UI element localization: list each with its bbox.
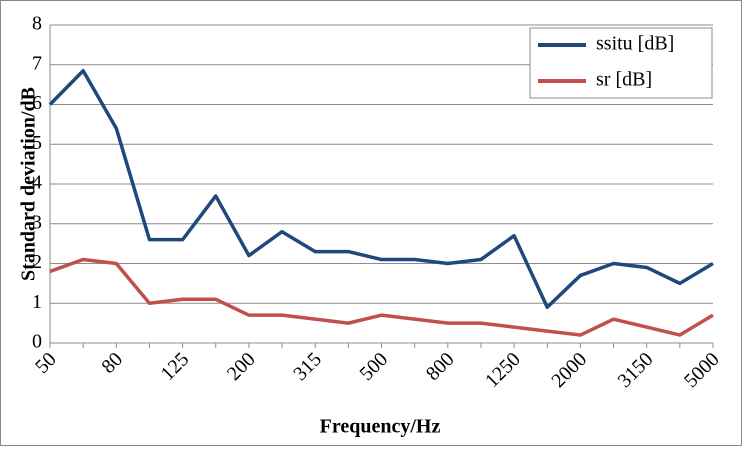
y-tick-label: 2 xyxy=(32,251,42,273)
legend-box xyxy=(529,27,713,99)
series-line xyxy=(48,68,714,309)
y-tick-label: 4 xyxy=(32,172,42,194)
y-tick-label: 0 xyxy=(32,331,42,353)
y-tick-label: 1 xyxy=(32,291,42,313)
legend-label: sr [dB] xyxy=(596,69,652,91)
legend-label: ssitu [dB] xyxy=(596,33,674,55)
series-line xyxy=(49,257,714,337)
y-tick-label: 8 xyxy=(32,13,42,35)
y-tick-label: 5 xyxy=(32,132,42,154)
x-axis-title: Frequency/Hz xyxy=(320,416,441,438)
y-tick-label: 3 xyxy=(32,211,42,233)
y-tick-label: 6 xyxy=(32,92,42,114)
y-tick-label: 7 xyxy=(32,52,42,74)
y-axis-title: Standard deviation/dB xyxy=(18,87,40,281)
